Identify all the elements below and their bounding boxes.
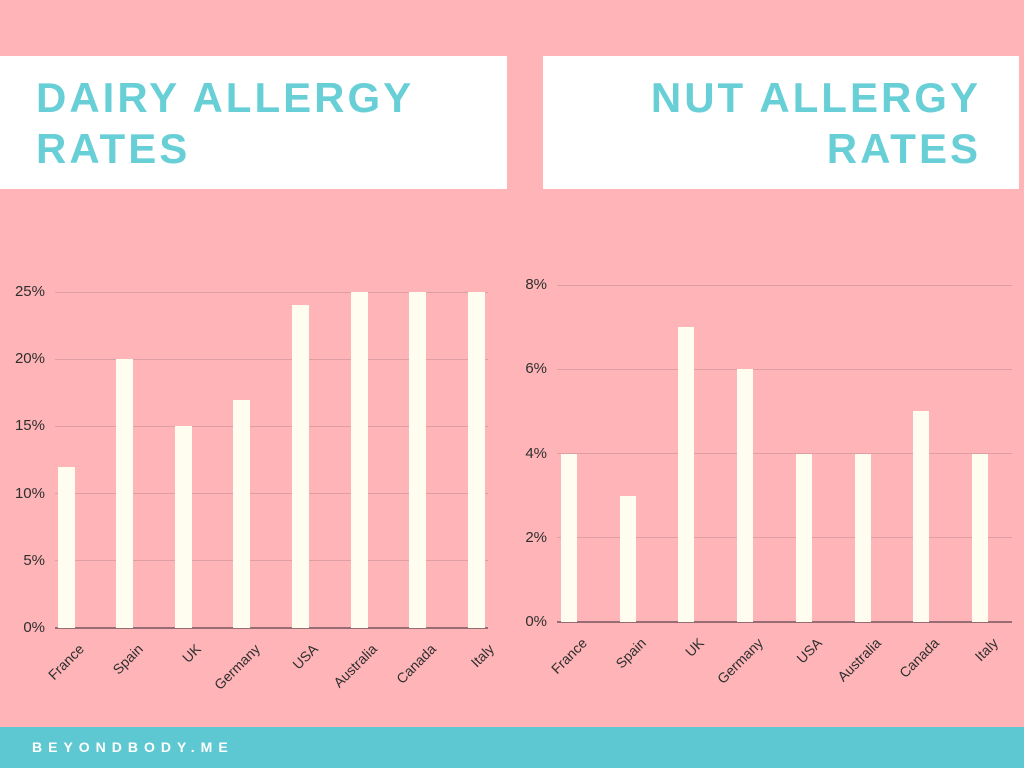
bar-uk — [174, 426, 192, 628]
nut-title-line-2: RATES — [826, 125, 981, 173]
y-axis-label: 4% — [525, 444, 547, 462]
y-axis-label: 8% — [525, 276, 547, 293]
bar-spain — [619, 495, 636, 622]
bar-germany — [737, 369, 754, 622]
gridline — [55, 493, 488, 495]
gridline — [557, 368, 1012, 370]
bar-usa — [291, 305, 309, 628]
y-axis-label: 15% — [14, 417, 45, 435]
gridline — [557, 284, 1012, 286]
bar-spain — [116, 359, 134, 628]
y-axis-label: 5% — [23, 551, 45, 569]
gridline — [55, 425, 488, 427]
y-axis-label: 0% — [23, 619, 45, 636]
y-axis-label: 25% — [14, 283, 45, 300]
y-axis-label: 2% — [525, 528, 547, 546]
gridline — [557, 537, 1012, 539]
bar-uk — [678, 327, 695, 622]
dairy-title-line-1: DAIRY ALLERGY — [36, 74, 415, 121]
bar-italy — [467, 292, 485, 628]
gridline — [55, 291, 488, 293]
nut-title-line-1: NUT ALLERGY — [650, 74, 981, 121]
x-axis-baseline — [55, 627, 488, 629]
gridline — [557, 453, 1012, 454]
nut-allergy-chart: 0% 2% 4% 6% 8% France Spain UK Germany USA Austral… — [525, 276, 1012, 687]
nut-title-panel: NUT ALLERGY RATES — [543, 56, 1019, 189]
gridline — [55, 358, 488, 360]
y-axis-label: 0% — [525, 613, 547, 630]
bar-canada — [409, 292, 427, 628]
bar-australia — [854, 453, 871, 622]
y-axis-label: 20% — [14, 350, 45, 368]
x-axis-baseline — [557, 621, 1012, 623]
bar-usa — [795, 453, 812, 622]
bar-italy — [971, 453, 988, 622]
y-axis-label: 10% — [14, 484, 45, 502]
dairy-title-panel: DAIRY ALLERGY RATES — [0, 56, 507, 189]
bar-canada — [913, 411, 930, 622]
dairy-allergy-chart: 0% 5% 10% 15% 20% 25% France Spain UK Germany USA A… — [15, 283, 497, 693]
footer-brand-url: BEYONDBODY.ME — [32, 739, 234, 755]
bar-france — [561, 453, 577, 622]
bar-australia — [350, 292, 368, 628]
bar-france — [57, 466, 75, 628]
bar-germany — [233, 399, 251, 628]
gridline — [55, 560, 488, 562]
dairy-title-line-2: RATES — [36, 125, 191, 173]
footer-bar: BEYONDBODY.ME — [0, 727, 1024, 768]
y-axis-label: 6% — [525, 360, 547, 378]
